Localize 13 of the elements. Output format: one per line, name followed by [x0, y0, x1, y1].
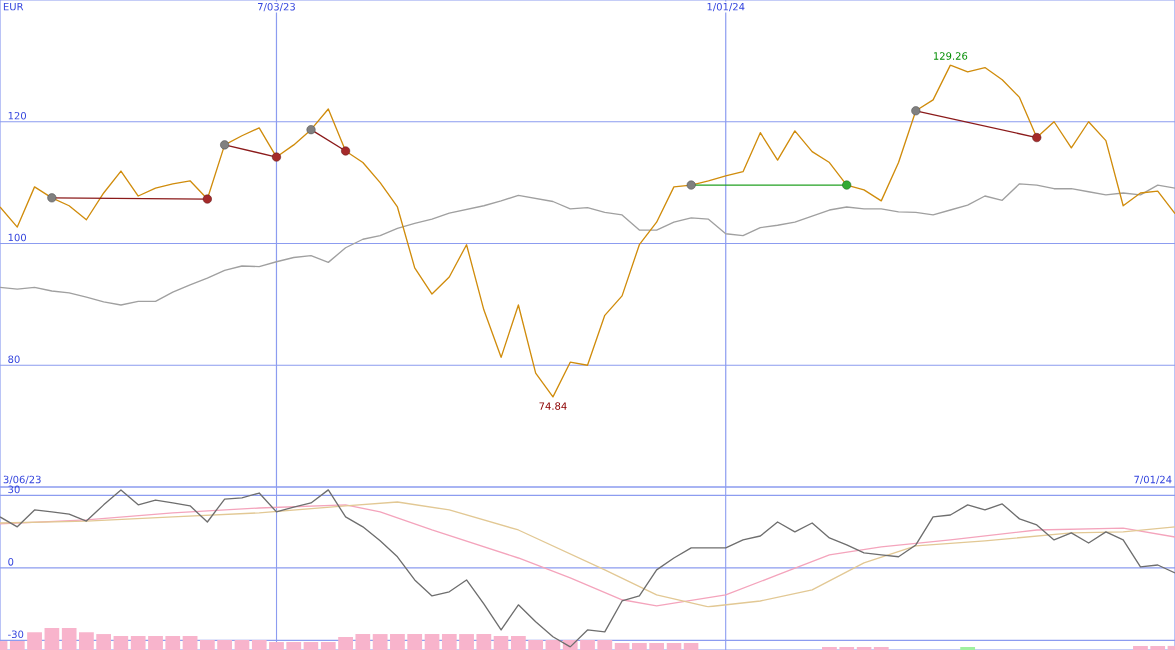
y-tick-label: -30 — [8, 630, 24, 639]
annotation: 7/01/24 — [1134, 475, 1172, 485]
y-tick-label: 30 — [8, 485, 20, 494]
annotation: 129.26 — [933, 52, 968, 60]
y-tick-label: 120 — [8, 111, 27, 120]
y-tick-label: 100 — [8, 233, 27, 242]
y-axis-title: EUR — [3, 2, 24, 11]
annotation: 3/06/23 — [3, 475, 41, 485]
y-tick-label: 80 — [8, 355, 20, 363]
x-tick-label: 7/03/23 — [258, 2, 295, 12]
y-tick-label: 0 — [8, 558, 14, 566]
annotation: 74.84 — [539, 402, 567, 410]
x-tick-label: 1/01/24 — [707, 2, 745, 12]
